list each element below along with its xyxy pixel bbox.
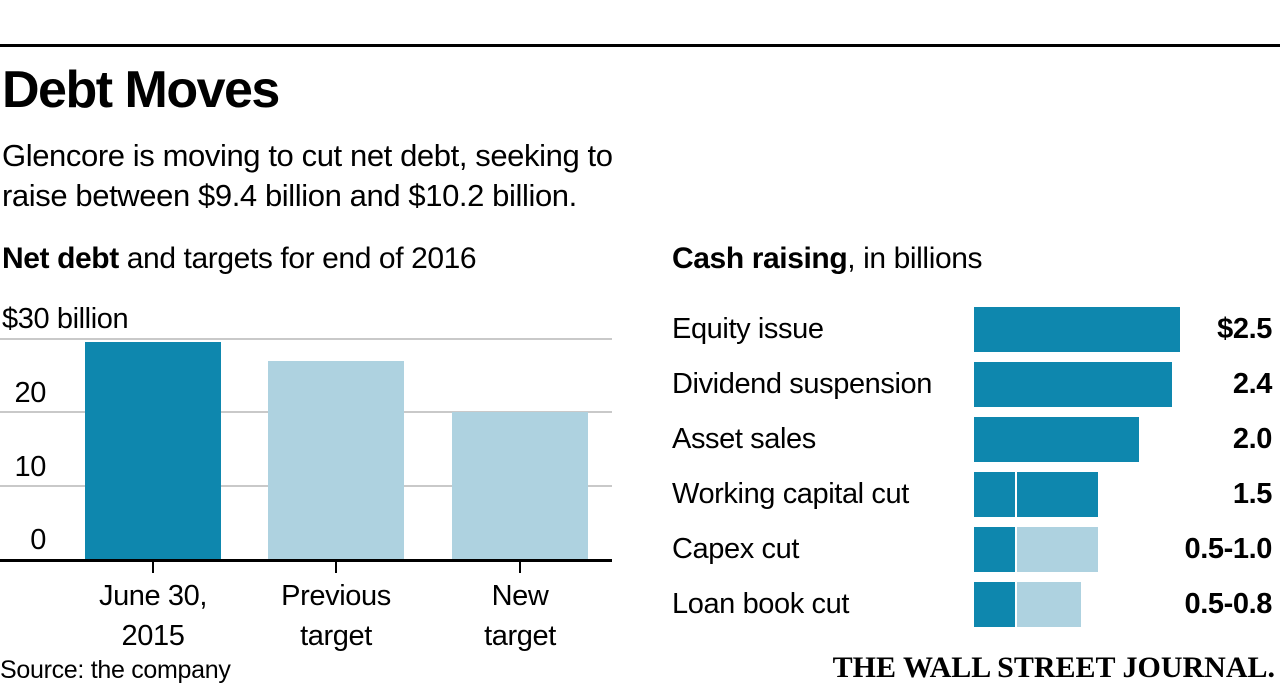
bar-segment-equity-issue-1 bbox=[974, 307, 1180, 352]
row-label-loan-book-cut: Loan book cut bbox=[672, 588, 849, 620]
bar-segment-asset-sales-1 bbox=[974, 417, 1139, 462]
left-chart-title-bold: Net debt bbox=[2, 242, 119, 275]
subtitle-line-1: Glencore is moving to cut net debt, seek… bbox=[2, 138, 613, 173]
x-category-line-2: target bbox=[484, 620, 556, 652]
x-category-line-1: Previous bbox=[281, 580, 391, 612]
x-category-line-2: target bbox=[300, 620, 372, 652]
x-category-line-1: June 30, bbox=[98, 580, 208, 612]
x-category-label-june-30-2015: June 30, 2015 bbox=[33, 576, 273, 656]
x-axis-tick-3 bbox=[519, 559, 521, 573]
row-value-dividend-suspension: 2.4 bbox=[1232, 368, 1273, 400]
row-value-asset-sales: 2.0 bbox=[1232, 423, 1273, 455]
right-chart-title-rest: , in billions bbox=[847, 242, 983, 275]
row-value-working-capital-cut: 1.5 bbox=[1232, 478, 1273, 510]
y-axis-top-label: $30 billion bbox=[2, 303, 129, 335]
bar-segment-capex-cut-1 bbox=[974, 527, 1016, 572]
x-axis-tick-2 bbox=[335, 559, 337, 573]
x-axis-tick-1 bbox=[152, 559, 154, 573]
bar-segment-loan-book-cut-1 bbox=[974, 582, 1016, 627]
top-rule-divider bbox=[0, 44, 1280, 47]
bar-new-target bbox=[452, 412, 588, 559]
y-tick-label-20: 20 bbox=[14, 377, 47, 410]
bar-segment-working-capital-cut-1 bbox=[974, 472, 1016, 517]
bar-june-30-2015 bbox=[85, 342, 221, 559]
row-value-equity-issue: $2.5 bbox=[1217, 313, 1272, 345]
left-chart-title: Net debt and targets for end of 2016 bbox=[2, 242, 477, 276]
bar-segment-capex-cut-2 bbox=[1017, 527, 1098, 572]
row-label-dividend-suspension: Dividend suspension bbox=[672, 368, 933, 400]
wsj-brand-logotype: THE WALL STREET JOURNAL. bbox=[832, 651, 1275, 684]
x-axis-baseline bbox=[0, 559, 612, 562]
bar-segment-working-capital-cut-2 bbox=[1017, 472, 1098, 517]
right-chart-title-bold: Cash raising bbox=[672, 242, 848, 275]
page-title: Debt Moves bbox=[2, 61, 280, 119]
row-value-loan-book-cut: 0.5-0.8 bbox=[1184, 588, 1273, 620]
x-category-label-new-target: New target bbox=[400, 576, 640, 656]
source-note: Source: the company bbox=[0, 656, 231, 684]
y-tick-label-0: 0 bbox=[30, 524, 46, 556]
row-label-asset-sales: Asset sales bbox=[672, 423, 816, 455]
row-label-capex-cut: Capex cut bbox=[672, 533, 799, 565]
bar-segment-loan-book-cut-2 bbox=[1017, 582, 1082, 627]
subtitle-line-2: raise between $9.4 billion and $10.2 bil… bbox=[2, 178, 577, 213]
page-subtitle: Glencore is moving to cut net debt, seek… bbox=[2, 136, 613, 216]
left-chart-title-rest: and targets for end of 2016 bbox=[118, 242, 477, 275]
gridline-30 bbox=[0, 338, 612, 341]
bar-segment-dividend-suspension-1 bbox=[974, 362, 1172, 407]
bar-previous-target bbox=[268, 361, 404, 559]
row-label-equity-issue: Equity issue bbox=[672, 313, 824, 345]
x-category-label-previous-target: Previous target bbox=[216, 576, 456, 656]
right-chart-title: Cash raising, in billions bbox=[672, 242, 983, 276]
x-category-line-1: New bbox=[491, 580, 549, 612]
y-tick-label-10: 10 bbox=[14, 450, 47, 483]
x-category-line-2: 2015 bbox=[121, 620, 185, 652]
row-label-working-capital-cut: Working capital cut bbox=[672, 478, 909, 510]
row-value-capex-cut: 0.5-1.0 bbox=[1184, 533, 1273, 565]
